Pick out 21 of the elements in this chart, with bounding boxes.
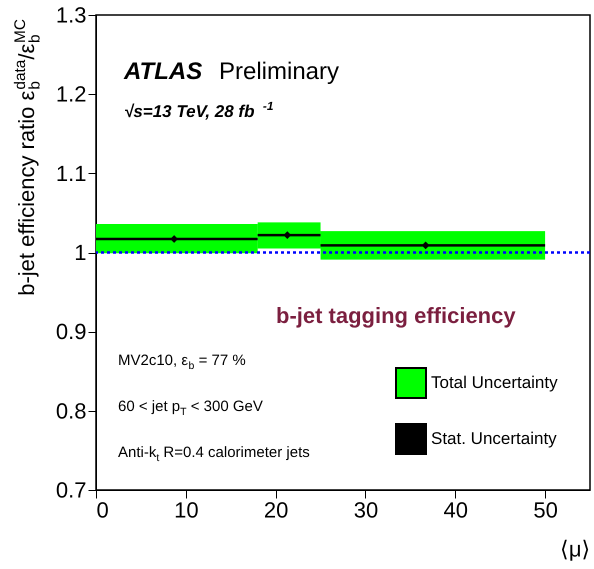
y-tick-label: 1.3 <box>56 2 86 28</box>
annotation: ATLAS <box>123 58 202 85</box>
y-tick-label: 0.8 <box>56 398 86 424</box>
x-tick-label: 10 <box>174 498 199 522</box>
y-tick-label: 0.9 <box>56 319 86 344</box>
y-tick-label: 1.2 <box>56 82 86 107</box>
annotation: b-jet tagging efficiency <box>276 303 516 328</box>
x-tick-label: 40 <box>444 498 468 522</box>
y-axis-title: b-jet efficiency ratio εbdata/εbMC <box>12 19 44 296</box>
x-tick-label: 30 <box>354 498 378 522</box>
y-tick-label: 1 <box>74 240 86 265</box>
legend-label: Total Uncertainty <box>431 373 558 392</box>
x-tick-label: 0 <box>96 498 109 522</box>
annotation: Preliminary <box>219 58 340 85</box>
x-tick-label: 50 <box>533 498 558 522</box>
x-axis-title: ⟨μ⟩ <box>560 536 590 562</box>
annotation: √s=13 TeV, 28 fb-1 <box>124 99 274 121</box>
y-tick-label: 1.1 <box>56 160 86 186</box>
y-tick-label: 0.7 <box>56 478 86 502</box>
x-tick-label: 20 <box>264 498 288 522</box>
legend-label: Stat. Uncertainty <box>431 429 558 448</box>
